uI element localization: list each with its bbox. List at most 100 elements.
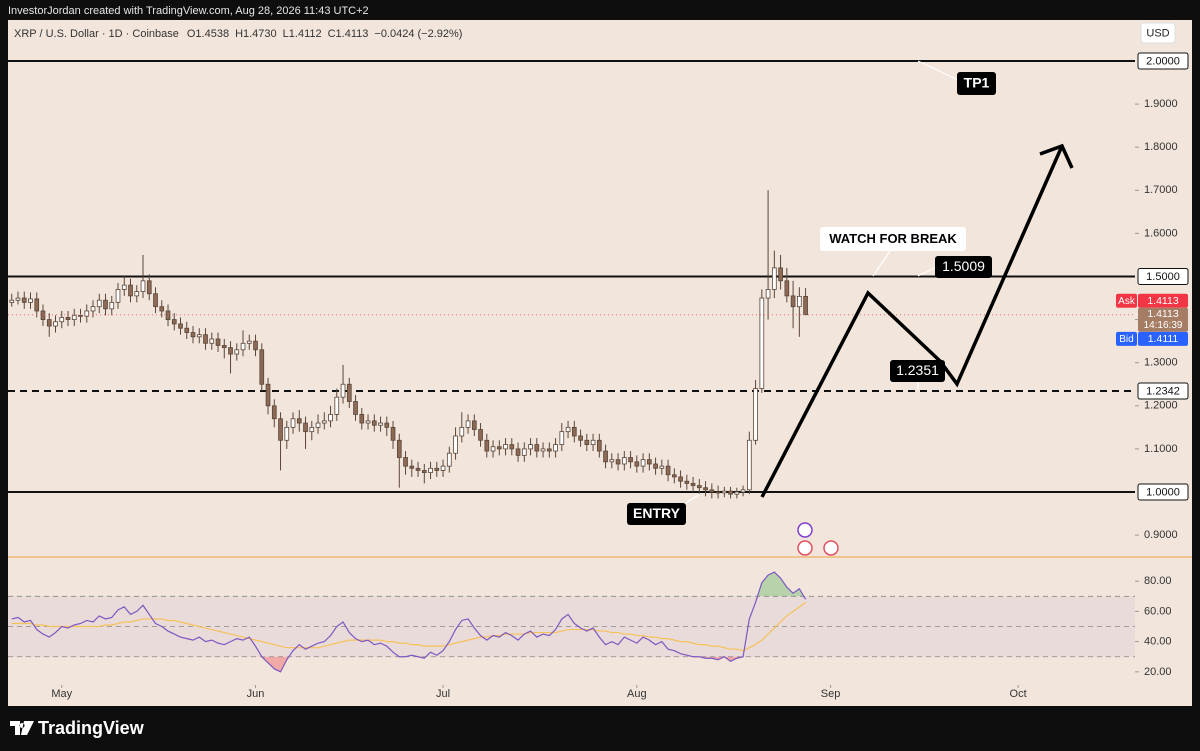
candle-body bbox=[303, 422, 308, 433]
candle-body bbox=[215, 338, 221, 346]
candle-body bbox=[296, 418, 302, 424]
candle-body bbox=[721, 490, 727, 494]
candle-body bbox=[609, 459, 615, 463]
level-label: 1.5000 bbox=[1146, 271, 1180, 283]
currency-button[interactable] bbox=[1140, 22, 1176, 44]
candle-body bbox=[759, 297, 765, 389]
ask-value: 1.4113 bbox=[1147, 295, 1178, 307]
candle-body bbox=[578, 435, 583, 441]
candle-body bbox=[628, 457, 633, 463]
countdown: 14:16:39 bbox=[1144, 320, 1183, 331]
bid-tag bbox=[1116, 331, 1137, 346]
candle-body bbox=[471, 420, 477, 430]
candle-body bbox=[278, 418, 283, 441]
candle-body bbox=[365, 420, 371, 424]
candle-body bbox=[78, 314, 83, 317]
candle-body bbox=[34, 298, 40, 312]
candle-body bbox=[797, 296, 802, 308]
candle-body bbox=[496, 446, 502, 450]
candle-body bbox=[203, 334, 208, 344]
candle-body bbox=[371, 420, 377, 426]
candle-body bbox=[790, 295, 796, 308]
candle-body bbox=[40, 310, 46, 320]
annotation: WATCH FOR BREAK bbox=[829, 231, 957, 246]
candle-body bbox=[9, 299, 15, 303]
candle-body bbox=[384, 422, 390, 428]
candle-body bbox=[309, 426, 315, 433]
candle-body bbox=[684, 480, 690, 484]
candle-body bbox=[534, 444, 540, 452]
candle-body bbox=[803, 296, 808, 316]
candle-body bbox=[221, 345, 227, 349]
candle-body bbox=[621, 457, 627, 465]
candle-body bbox=[709, 489, 715, 493]
candle-body bbox=[265, 383, 271, 407]
brand: TradingView bbox=[38, 718, 145, 738]
level-label: 1.2342 bbox=[1146, 385, 1180, 397]
label-box bbox=[935, 256, 992, 278]
overbought-fill bbox=[757, 572, 804, 597]
candle-body bbox=[509, 444, 515, 450]
candle-body bbox=[528, 444, 533, 450]
candle-body bbox=[346, 383, 352, 402]
candle-body bbox=[546, 448, 552, 452]
candle-body bbox=[315, 422, 321, 428]
candle-body bbox=[640, 459, 646, 467]
event-icon[interactable] bbox=[823, 540, 839, 556]
candle-body bbox=[521, 448, 527, 456]
ask-tag-label: Ask bbox=[1118, 296, 1136, 307]
y-tick-label: 1.3000 bbox=[1144, 357, 1178, 369]
level-label-box bbox=[1137, 483, 1189, 501]
candle-body bbox=[690, 482, 696, 486]
candle-body bbox=[96, 299, 102, 308]
candle-body bbox=[359, 414, 365, 424]
candle-body bbox=[771, 267, 777, 290]
candle-body bbox=[234, 349, 240, 355]
candle-body bbox=[84, 310, 90, 317]
candle-body bbox=[121, 284, 127, 290]
event-icon[interactable] bbox=[797, 540, 813, 556]
candle-body bbox=[103, 299, 108, 310]
candle-body bbox=[71, 314, 77, 320]
candle-body bbox=[465, 420, 471, 428]
candle-body bbox=[596, 439, 602, 452]
candle-body bbox=[153, 293, 158, 308]
y-tick-label: 1.1000 bbox=[1144, 443, 1178, 455]
candle-body bbox=[115, 289, 121, 303]
y-tick-label: 1.2000 bbox=[1144, 400, 1178, 412]
label-box bbox=[890, 360, 945, 382]
candle-body bbox=[584, 439, 590, 445]
x-tick-label: Jul bbox=[436, 688, 450, 700]
candle-body bbox=[728, 490, 733, 495]
candle-body bbox=[290, 418, 296, 428]
candle-body bbox=[240, 342, 246, 351]
currency[interactable]: USD bbox=[1146, 27, 1169, 39]
x-tick-label: May bbox=[51, 688, 72, 700]
y-tick-label: 20.00 bbox=[1144, 666, 1172, 678]
candle-body bbox=[659, 465, 665, 469]
candle-body bbox=[53, 321, 58, 327]
x-tick-label: Jun bbox=[247, 688, 265, 700]
rsi-line bbox=[11, 571, 807, 673]
candle-body bbox=[178, 323, 183, 329]
candle-body bbox=[440, 465, 446, 471]
ohlc-value: C1.4113 bbox=[328, 28, 369, 40]
symbol-legend: XRP / U.S. Dollar · 1D · Coinbase O1.4538… bbox=[14, 28, 462, 40]
candle-body bbox=[421, 470, 427, 474]
candle-body bbox=[353, 401, 358, 415]
candle-body bbox=[140, 280, 146, 292]
annotation: ENTRY bbox=[633, 505, 681, 521]
candle-body bbox=[378, 422, 383, 426]
candle-body bbox=[146, 280, 152, 295]
ask-tag bbox=[1116, 293, 1137, 308]
candle-body bbox=[246, 340, 252, 344]
event-icon[interactable] bbox=[797, 522, 813, 538]
candle-body bbox=[765, 289, 771, 299]
candle-body bbox=[615, 459, 621, 465]
candle-body bbox=[753, 388, 758, 441]
bid-tag-label: Bid bbox=[1119, 334, 1133, 345]
plot: 0.90001.10001.20001.30001.40001.60001.70… bbox=[8, 52, 1189, 700]
candle-body bbox=[334, 396, 340, 415]
